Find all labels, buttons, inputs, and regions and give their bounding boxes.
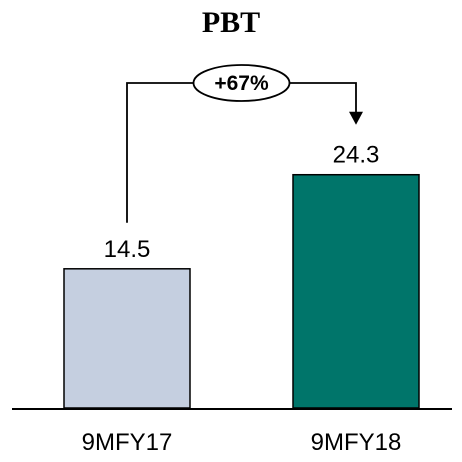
growth-badge: [192, 64, 291, 102]
bars-layer: 14.5 9MFY17 24.3 9MFY18: [63, 142, 420, 456]
chart-title: PBT: [202, 6, 260, 39]
value-label-9mfy18: 24.3: [333, 142, 380, 169]
growth-arrowhead-icon: [349, 111, 363, 125]
value-label-9mfy17: 14.5: [104, 236, 151, 263]
growth-label: +67%: [214, 72, 269, 95]
growth-annotation: +67%: [126, 64, 363, 223]
category-label-9mfy17: 9MFY17: [82, 429, 173, 456]
bar-9mfy17: [63, 268, 191, 409]
bar-9mfy18: [292, 173, 420, 409]
category-label-9mfy18: 9MFY18: [311, 429, 402, 456]
